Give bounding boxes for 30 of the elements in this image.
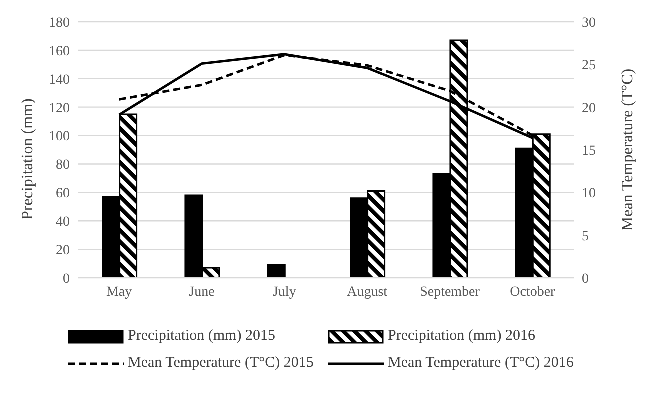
y-tick-label: 160 — [49, 44, 70, 60]
y2-tick-label: 20 — [582, 101, 596, 116]
bar — [267, 264, 286, 278]
y2-tick-label: 30 — [582, 16, 596, 31]
y2-tick-label: 0 — [582, 272, 589, 287]
x-tick-label: August — [347, 284, 388, 300]
x-tick-label: September — [420, 284, 480, 300]
y-tick-label: 0 — [63, 272, 70, 287]
y-tick-label: 60 — [56, 186, 70, 202]
x-tick-label: May — [106, 284, 132, 300]
y-tick-label: 20 — [56, 244, 70, 259]
x-tick-label: October — [510, 284, 556, 300]
y2-tick-label: 5 — [582, 229, 589, 244]
y2-tick-label: 25 — [582, 58, 596, 74]
x-tick-label: July — [272, 284, 296, 300]
x-tick-label: June — [189, 284, 215, 300]
y-tick-label: 40 — [56, 215, 70, 230]
legend-label: Mean Temperature (T°C) 2016 — [388, 355, 574, 372]
legend-label: Mean Temperature (T°C) 2015 — [128, 355, 314, 372]
y-tick-label: 80 — [56, 158, 70, 174]
y-tick-label: 180 — [49, 16, 70, 31]
y2-tick-label: 15 — [582, 144, 596, 159]
y-axis-title: Precipitation (mm) — [20, 98, 37, 220]
y-tick-label: 120 — [49, 101, 70, 116]
y2-tick-label: 10 — [582, 186, 596, 202]
legend-label: Precipitation (mm) 2015 — [128, 328, 276, 345]
legend-label: Precipitation (mm) 2016 — [388, 328, 536, 345]
y-tick-label: 100 — [49, 130, 70, 145]
y-tick-label: 140 — [49, 72, 70, 88]
y2-axis-title: Mean Temperature (T°C) — [620, 68, 637, 232]
